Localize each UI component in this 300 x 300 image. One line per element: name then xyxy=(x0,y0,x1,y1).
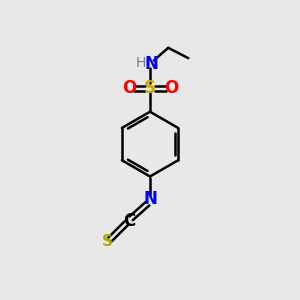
Text: N: N xyxy=(145,55,158,73)
Text: C: C xyxy=(123,212,135,230)
Text: O: O xyxy=(164,79,178,97)
Text: H: H xyxy=(136,56,146,70)
Text: S: S xyxy=(102,234,113,249)
Text: S: S xyxy=(144,79,156,97)
Text: O: O xyxy=(122,79,136,97)
Text: N: N xyxy=(143,190,157,208)
